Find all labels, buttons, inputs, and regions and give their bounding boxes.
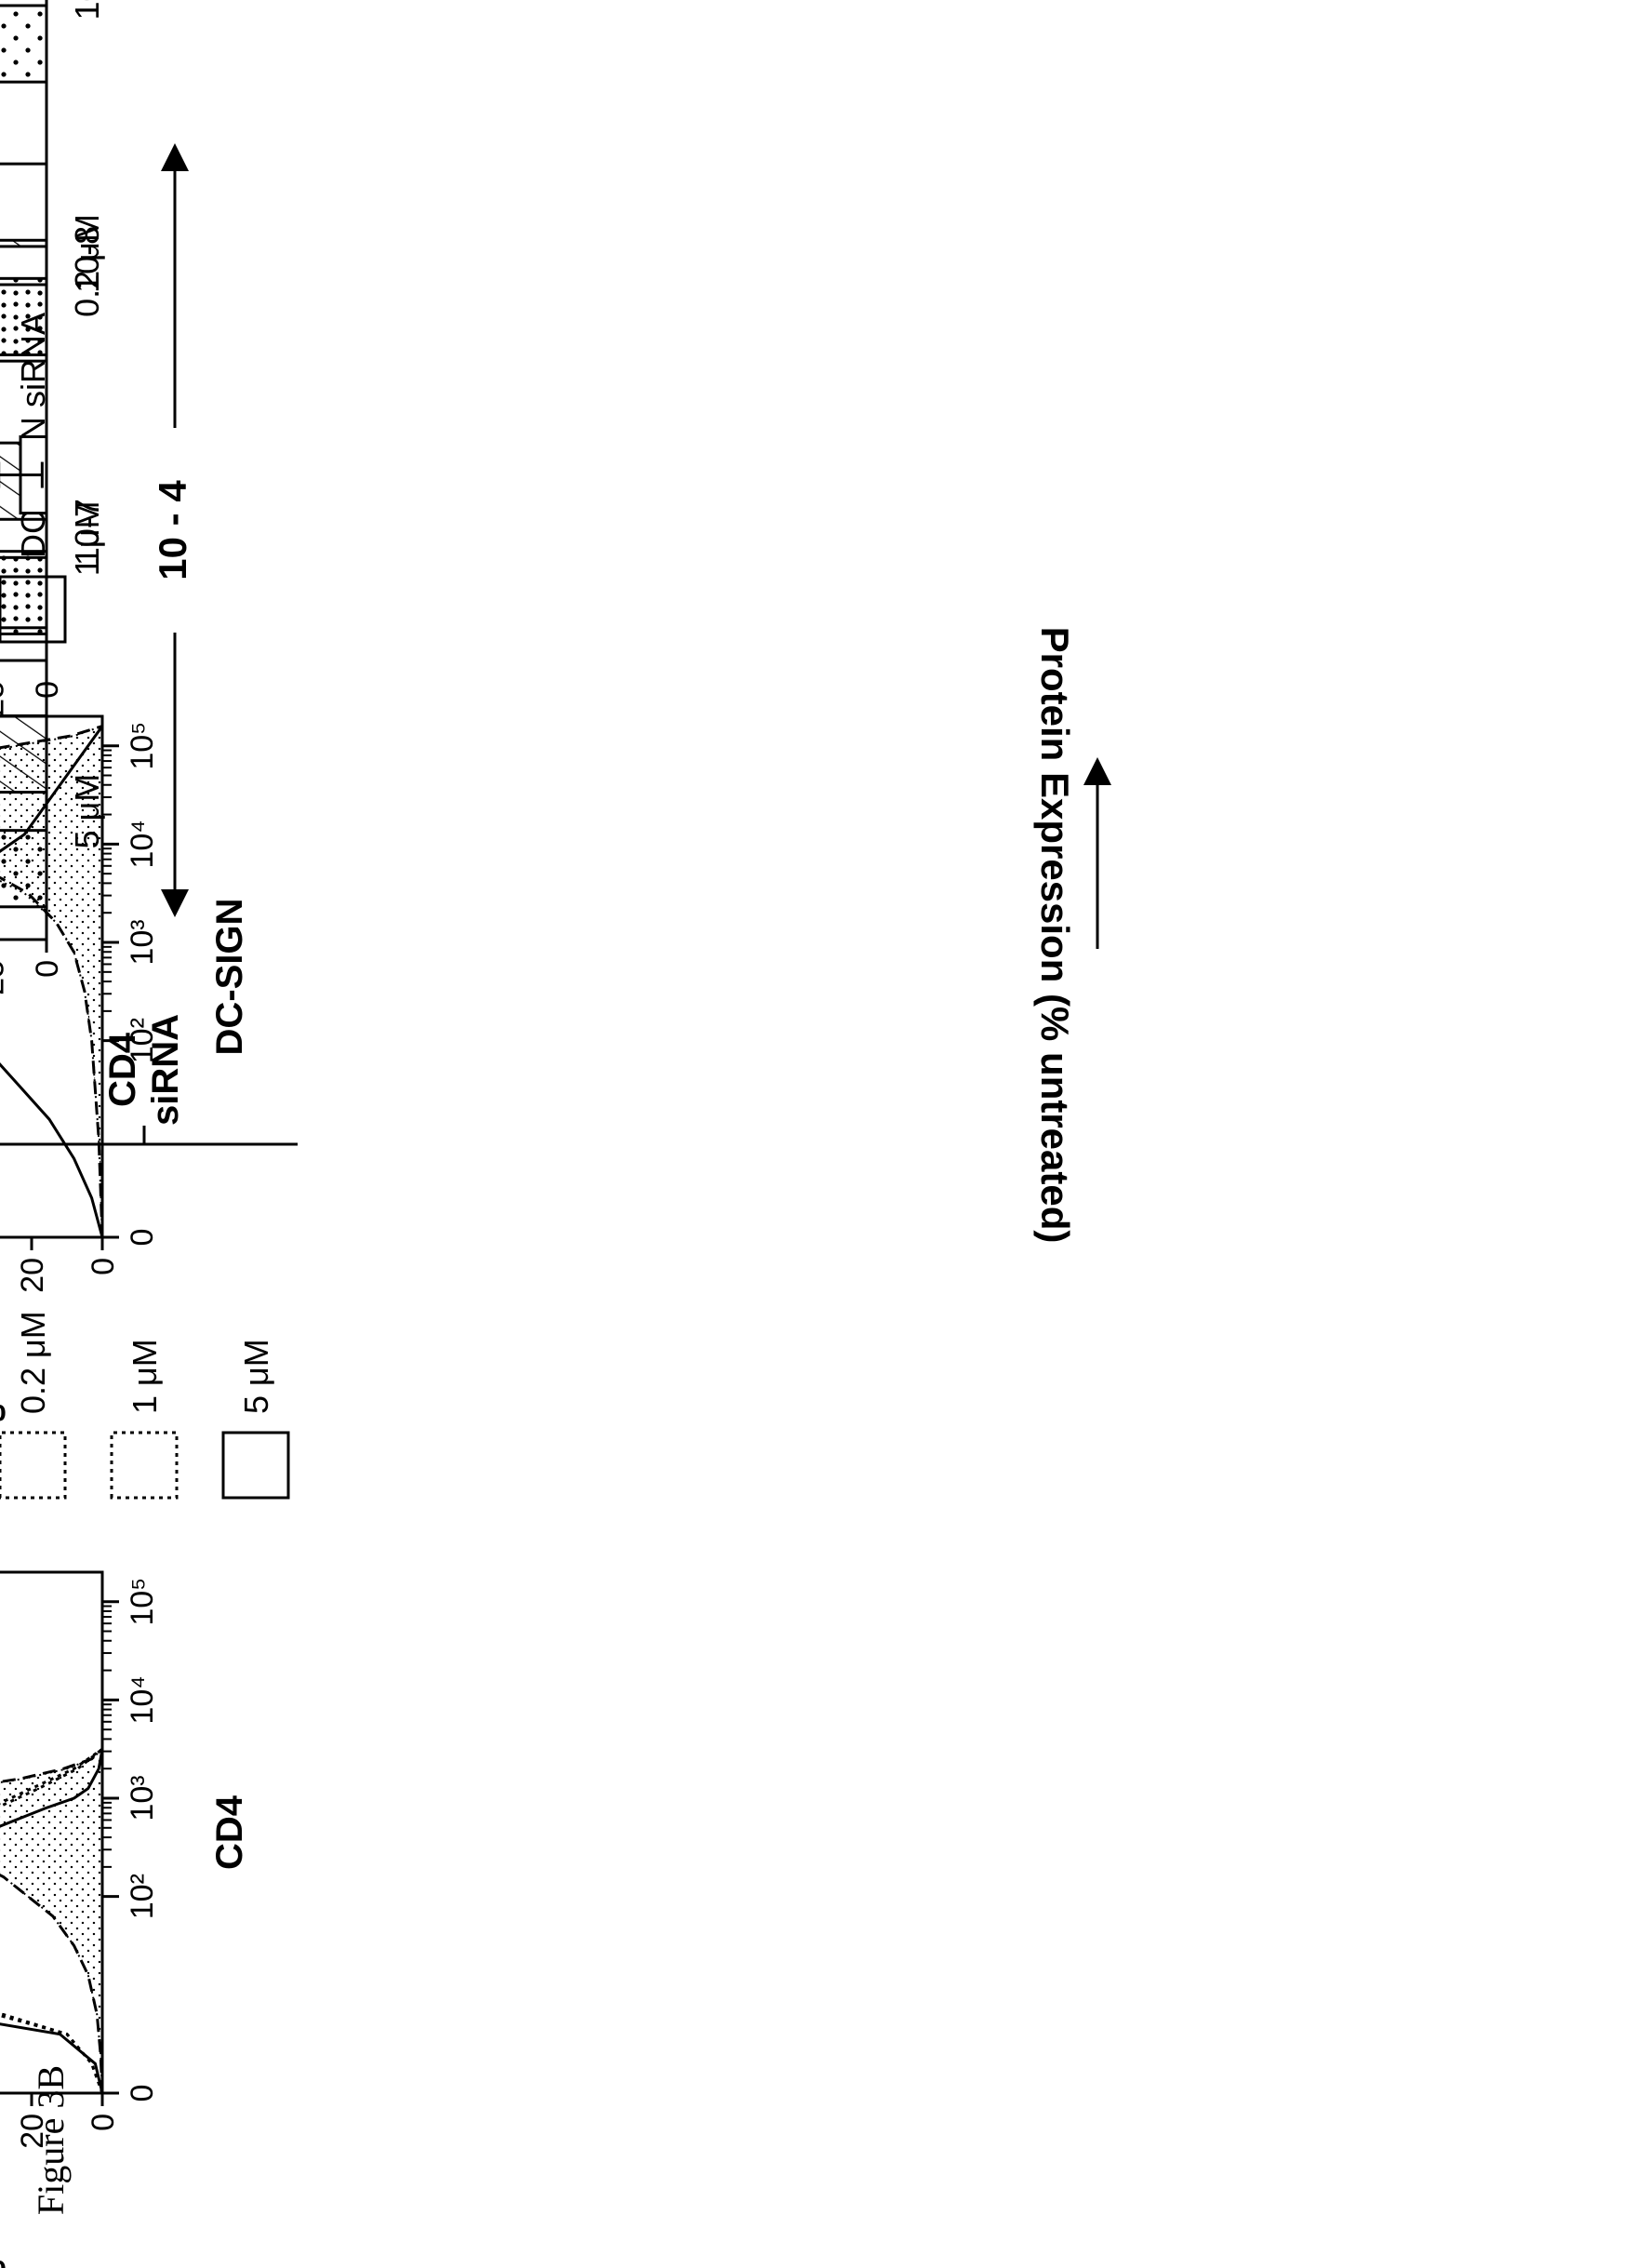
y-tick-label: 25 — [0, 960, 11, 995]
x-tick-label: 0 — [125, 2085, 160, 2102]
legend-swatch — [110, 1431, 179, 1500]
x-axis-title: DC-SIGN — [209, 899, 250, 1056]
y-axis-title: % of Max — [0, 1387, 7, 1428]
y-axis-title: % of Max — [0, 2243, 7, 2268]
x-tick-label: 10⁴ — [125, 1675, 160, 1724]
category-label: 1 μM — [68, 500, 106, 576]
category-label: 10-9 — [68, 0, 106, 20]
x-tick-label: 10³ — [125, 1775, 160, 1821]
y-tick-label: 0 — [86, 2114, 121, 2131]
bar — [0, 276, 48, 356]
bar — [0, 714, 48, 794]
x-tick-label: 0 — [125, 1229, 160, 1247]
series-3-curve — [0, 1748, 104, 2094]
bar-y-axis-title: Protein Expression (% untreated) — [1033, 627, 1077, 1244]
x-tick-label: 10⁴ — [125, 820, 160, 868]
legend-bracket-label: CD4 — [102, 1032, 143, 1107]
bar — [0, 162, 48, 242]
y-tick-label: 25 — [0, 681, 11, 716]
bar — [0, 4, 48, 84]
legend-swatch — [221, 1431, 290, 1500]
x-tick-label: 10² — [125, 1018, 160, 1063]
y-tick-label: 20 — [15, 1258, 50, 1293]
bar-dcsign-panel: 0255075100**10-710-810-9DC-SIGN — [0, 0, 106, 716]
y-tick-label: 0 — [30, 681, 65, 699]
category-label: 10-7 — [68, 499, 106, 566]
bar — [0, 829, 48, 909]
legend-label: 1 μM — [126, 1339, 164, 1414]
x-tick-label: 10³ — [125, 919, 160, 965]
x-tick-label: 10⁵ — [125, 1578, 160, 1626]
legend-label: 0.2 μM — [14, 1311, 52, 1414]
series-0-curve — [0, 1746, 103, 2094]
y-tick-label: 0 — [30, 960, 65, 978]
x-axis-title: 10 - 4 — [151, 480, 194, 580]
series-2-curve — [0, 725, 104, 1238]
bar — [0, 550, 48, 630]
y-tick-label: 20 — [15, 2114, 50, 2149]
series-1-curve — [0, 1748, 104, 2094]
legend-swatch — [0, 1431, 67, 1500]
x-tick-label: 10⁵ — [125, 722, 160, 770]
x-tick-label: 10² — [125, 1874, 160, 1919]
category-label: 0.2 μM — [68, 214, 106, 317]
legend-bracket-label: siRNA — [145, 1014, 186, 1126]
category-label: 5 μM — [68, 774, 106, 849]
x-axis-title: CD4 — [209, 1794, 250, 1870]
legend-label: 5 μM — [237, 1339, 275, 1414]
series-1-curve — [0, 725, 104, 1238]
series-4-curve — [0, 1748, 104, 2094]
histogram-cd4-panel: 020406080100010²10³10⁴10⁵CD4% of Maxuntr… — [0, 1014, 298, 2268]
category-label: 10-8 — [68, 226, 106, 293]
y-tick-label: 0 — [86, 1258, 121, 1275]
